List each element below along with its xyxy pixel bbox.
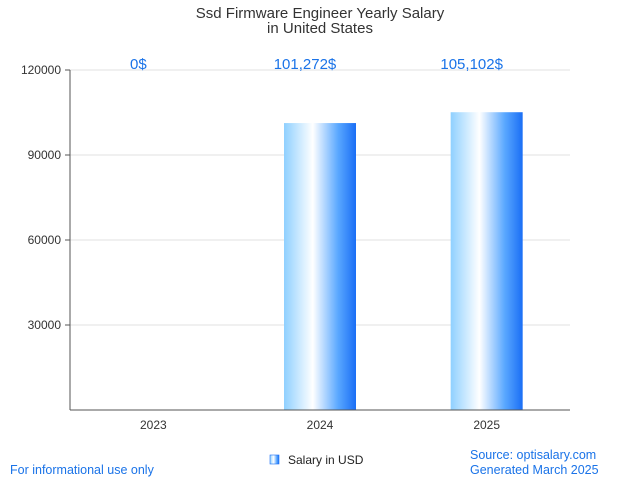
data-labels: 0$ 101,272$ 105,102$ (130, 56, 504, 73)
bar-2024 (284, 123, 356, 410)
y-tick-label: 60000 (28, 233, 62, 247)
y-axis-ticks: 30000 60000 90000 120000 (21, 63, 70, 332)
x-tick-label-2024: 2024 (307, 418, 334, 432)
data-label-2025: 105,102$ (440, 56, 503, 73)
footer-source: Source: optisalary.com (470, 448, 597, 462)
x-axis-ticks: 2023 2024 2025 (140, 418, 500, 432)
y-tick-label: 90000 (28, 148, 62, 162)
chart-title-line-1: Ssd Firmware Engineer Yearly Salary (196, 5, 445, 22)
legend-label: Salary in USD (288, 453, 364, 467)
footer-disclaimer: For informational use only (10, 463, 154, 477)
legend-swatch (269, 454, 280, 465)
data-label-2024: 101,272$ (274, 56, 337, 73)
y-tick-label: 30000 (28, 318, 62, 332)
footer-generated: Generated March 2025 (470, 463, 599, 477)
legend: Salary in USD (269, 453, 364, 467)
bar-2025 (450, 112, 523, 410)
bars (284, 112, 523, 410)
chart-title-line-2: in United States (267, 20, 373, 37)
x-tick-label-2023: 2023 (140, 418, 167, 432)
x-tick-label-2025: 2025 (473, 418, 500, 432)
data-label-2023: 0$ (130, 56, 147, 73)
y-tick-label: 120000 (21, 63, 61, 77)
